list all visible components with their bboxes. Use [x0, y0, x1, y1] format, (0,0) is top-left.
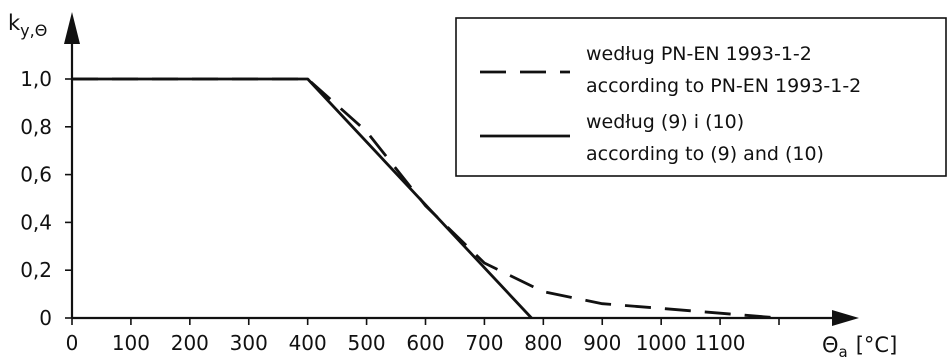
ticks: 0 100 200 300 400 500 600 700 800 900 1000 1100 0 0,2…	[20, 67, 780, 355]
x-tick-label: 0	[66, 331, 79, 355]
x-tick-label: 100	[112, 331, 150, 355]
y-tick-label: 0,2	[20, 258, 52, 282]
y-axis-label: ky,Θ	[8, 11, 47, 40]
legend-dashed-label-line1: według PN-EN 1993-1-2	[586, 43, 812, 65]
x-tick-label: 700	[465, 331, 503, 355]
y-tick-label: 0,8	[20, 115, 52, 139]
series-layer	[72, 77, 780, 320]
axes	[64, 12, 859, 326]
x-tick-label: 300	[230, 331, 268, 355]
x-axis-label: Θa [°C]	[822, 333, 897, 358]
legend: według PN-EN 1993-1-2 according to PN-EN…	[455, 17, 947, 177]
legend-box	[455, 17, 947, 177]
legend-solid-label-line2: according to (9) and (10)	[586, 143, 824, 165]
x-tick-label: 400	[289, 331, 327, 355]
legend-solid-label-line1: według (9) i (10)	[586, 111, 744, 133]
x-tick-label: 800	[524, 331, 562, 355]
y-tick-label: 0,6	[20, 163, 52, 187]
x-tick-label: 500	[347, 331, 385, 355]
x-tick-label: 600	[406, 331, 444, 355]
y-axis-arrow	[64, 12, 80, 44]
series-line-1	[72, 77, 533, 319]
x-tick-label: 1100	[695, 331, 746, 355]
y-tick-label: 1,0	[20, 67, 52, 91]
x-tick-label: 200	[171, 331, 209, 355]
y-tick-label: 0,4	[20, 210, 52, 234]
y-tick-label: 0	[39, 306, 52, 330]
x-tick-label: 1000	[636, 331, 687, 355]
x-tick-label: 900	[583, 331, 621, 355]
x-axis-arrow	[832, 310, 859, 326]
legend-dashed-label-line2: according to PN-EN 1993-1-2	[586, 75, 861, 97]
series-line-0	[72, 77, 780, 320]
